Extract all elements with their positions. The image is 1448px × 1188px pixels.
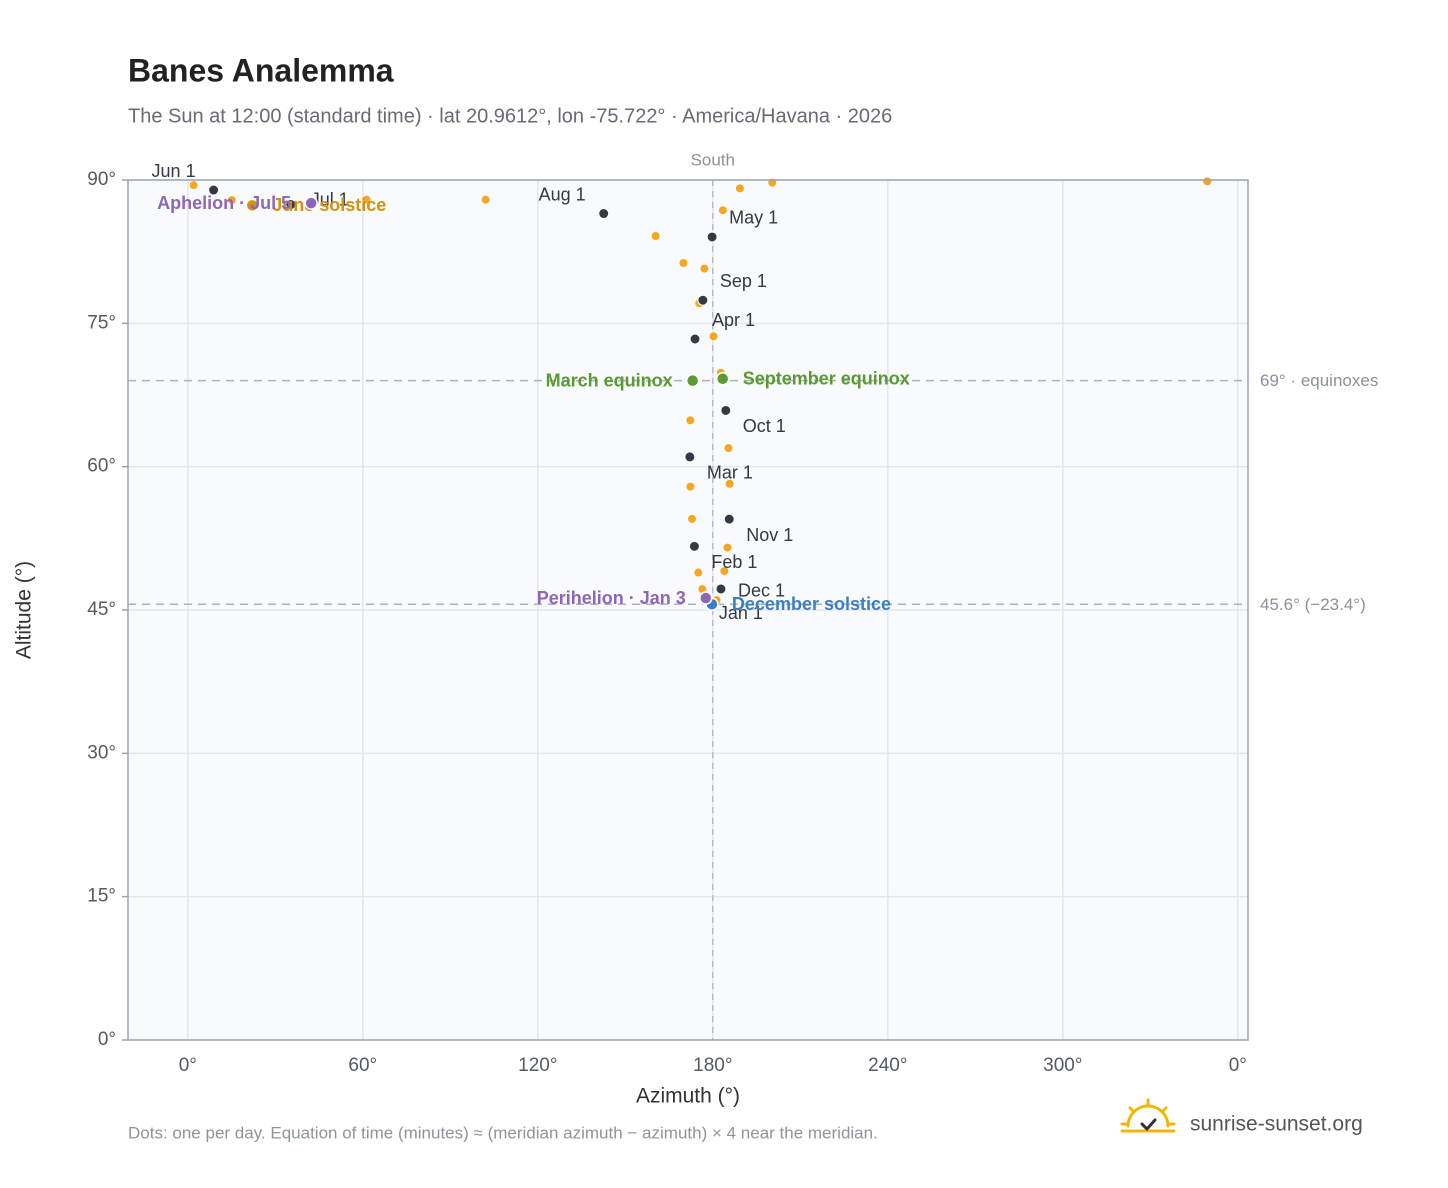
sun-dot xyxy=(700,264,709,273)
month-label: Aug 1 xyxy=(539,184,586,204)
y-tick-label: 0° xyxy=(98,1029,116,1050)
event-label: September equinox xyxy=(743,369,910,389)
sun-dot xyxy=(718,206,727,215)
month-marker xyxy=(723,513,735,525)
month-marker xyxy=(689,333,701,345)
month-marker xyxy=(715,583,727,595)
sun-dot xyxy=(481,195,490,204)
sun-dot xyxy=(189,181,198,190)
month-marker xyxy=(598,208,610,220)
month-label: Jul 1 xyxy=(311,189,349,209)
y-tick-label: 75° xyxy=(87,312,116,333)
x-tick-label: 300° xyxy=(1043,1055,1082,1076)
event-label: June solstice xyxy=(272,195,386,215)
month-label: Apr 1 xyxy=(712,310,755,330)
chart-subtitle: The Sun at 12:00 (standard time) · lat 2… xyxy=(128,105,892,127)
sun-dot xyxy=(686,416,695,425)
meridian-label: South xyxy=(691,150,735,169)
sun-dot xyxy=(651,231,660,240)
sun-dot xyxy=(709,332,718,341)
sun-dot xyxy=(362,195,371,204)
month-marker xyxy=(684,451,696,463)
sun-dot xyxy=(687,514,696,523)
y-axis-label: Altitude (°) xyxy=(13,561,36,659)
chart-title: Banes Analemma xyxy=(128,52,394,88)
sun-dot xyxy=(725,479,734,488)
month-marker xyxy=(706,231,718,243)
sun-dot xyxy=(723,543,732,552)
month-marker xyxy=(720,404,732,416)
brand-name: sunrise-sunset.org xyxy=(1190,1113,1363,1136)
x-tick-label: 240° xyxy=(868,1055,907,1076)
sun-dot xyxy=(720,567,729,576)
sun-dot xyxy=(227,196,236,205)
month-marker xyxy=(208,184,220,196)
event-marker xyxy=(245,198,259,213)
x-tick-label: 120° xyxy=(518,1055,557,1076)
footnote: Dots: one per day. Equation of time (min… xyxy=(128,1123,878,1142)
event-label: December solstice xyxy=(732,594,891,614)
event-marker xyxy=(699,591,713,605)
y-tick-label: 45° xyxy=(87,599,116,620)
x-tick-label: 60° xyxy=(348,1055,377,1076)
reference-label: 69° · equinoxes xyxy=(1260,371,1378,390)
month-label: Jun 1 xyxy=(152,161,196,181)
month-label: Jan 1 xyxy=(719,603,763,623)
y-tick-label: 90° xyxy=(87,169,116,190)
y-tick-label: 60° xyxy=(87,456,116,477)
x-tick-label: 0° xyxy=(1229,1055,1247,1076)
event-marker xyxy=(715,372,730,386)
x-axis-label: Azimuth (°) xyxy=(636,1085,740,1108)
month-marker xyxy=(688,540,700,552)
month-label: Feb 1 xyxy=(711,552,757,572)
sun-dot xyxy=(724,444,733,453)
x-tick-label: 180° xyxy=(693,1055,732,1076)
month-label: Oct 1 xyxy=(743,416,786,436)
y-tick-label: 15° xyxy=(87,886,116,907)
month-label: Dec 1 xyxy=(738,581,785,601)
event-label: Aphelion · Jul 5 xyxy=(157,193,291,213)
event-marker xyxy=(685,373,700,388)
y-tick-label: 30° xyxy=(87,742,116,763)
plot-layer: Jan 1 Feb 1 Mar 1 Apr 1 May 1 Jun 1 Jul 1 Aug 1… xyxy=(128,161,1248,1041)
brand-logo xyxy=(1120,1098,1176,1133)
sun-dot xyxy=(686,482,695,491)
sun-dot xyxy=(735,184,744,193)
reference-label: 45.6° (−23.4°) xyxy=(1260,595,1366,614)
sun-dot xyxy=(679,258,688,267)
sun-dot xyxy=(1203,177,1212,186)
event-marker xyxy=(304,196,318,210)
month-label: Nov 1 xyxy=(746,525,793,545)
event-label: March equinox xyxy=(546,370,673,390)
month-marker xyxy=(285,199,297,211)
sun-dot xyxy=(698,585,707,594)
month-label: Sep 1 xyxy=(720,271,767,291)
sun-dot xyxy=(694,568,703,577)
x-tick-label: 0° xyxy=(179,1055,197,1076)
month-label: May 1 xyxy=(729,208,778,228)
month-label: Mar 1 xyxy=(707,463,753,483)
event-label: Perihelion · Jan 3 xyxy=(537,588,686,608)
month-marker xyxy=(697,294,709,306)
